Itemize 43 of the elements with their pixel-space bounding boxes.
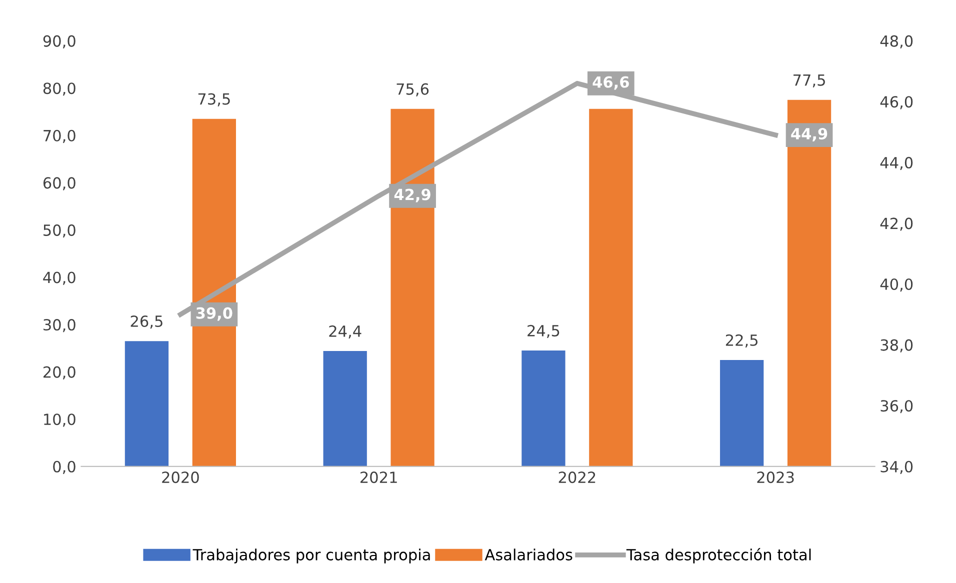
data-label: 39,0 — [196, 307, 232, 321]
legend-label: Asalariados — [484, 548, 572, 560]
y2-tick-label: 38,0 — [880, 339, 913, 352]
y2-tick-label: 40,0 — [880, 278, 913, 292]
y2-tick-label: 42,0 — [880, 218, 913, 231]
legend-label: Trabajadores por cuenta propia — [192, 548, 430, 564]
data-label: 73,5 — [198, 93, 230, 106]
data-label: 42,9 — [394, 188, 430, 202]
data-label: 46,6 — [592, 76, 629, 90]
y-tick-label: 90,0 — [43, 35, 76, 48]
x-tick-label: 2023 — [757, 472, 794, 484]
y-tick-label: 60,0 — [43, 177, 76, 190]
x-tick-label: 2022 — [558, 472, 596, 484]
bar — [589, 108, 633, 466]
y2-tick-label: 36,0 — [880, 400, 913, 414]
y2-tick-label: 34,0 — [880, 460, 913, 474]
bar — [124, 341, 169, 466]
y-tick-label: 50,0 — [44, 224, 76, 238]
bar — [390, 108, 434, 466]
y-tick-label: 40,0 — [43, 272, 76, 285]
bar — [720, 360, 764, 466]
data-label: 75,6 — [396, 83, 429, 96]
data-label: 26,5 — [130, 315, 162, 329]
bar — [323, 351, 367, 466]
y-tick-label: 70,0 — [44, 130, 76, 143]
data-label: 44,9 — [791, 128, 828, 142]
data-label: 24,5 — [528, 324, 560, 338]
y-tick-label: 10,0 — [44, 414, 76, 427]
data-label: 24,4 — [329, 325, 362, 339]
y-tick-label: 30,0 — [44, 319, 76, 332]
y2-tick-label: 46,0 — [880, 96, 913, 110]
bar — [522, 350, 566, 466]
y-tick-label: 0,0 — [53, 460, 76, 474]
y-tick-label: 20,0 — [44, 366, 76, 380]
legend-label: Tasa desprotección total — [626, 548, 811, 564]
x-tick-label: 2020 — [162, 472, 199, 484]
y-tick-label: 80,0 — [43, 82, 76, 96]
data-label: 22,5 — [726, 334, 758, 348]
data-label: 77,5 — [794, 74, 825, 88]
y2-tick-label: 44,0 — [880, 156, 913, 170]
y2-tick-label: 48,0 — [880, 35, 913, 48]
bar — [787, 100, 832, 466]
x-tick-label: 2021 — [360, 472, 397, 484]
